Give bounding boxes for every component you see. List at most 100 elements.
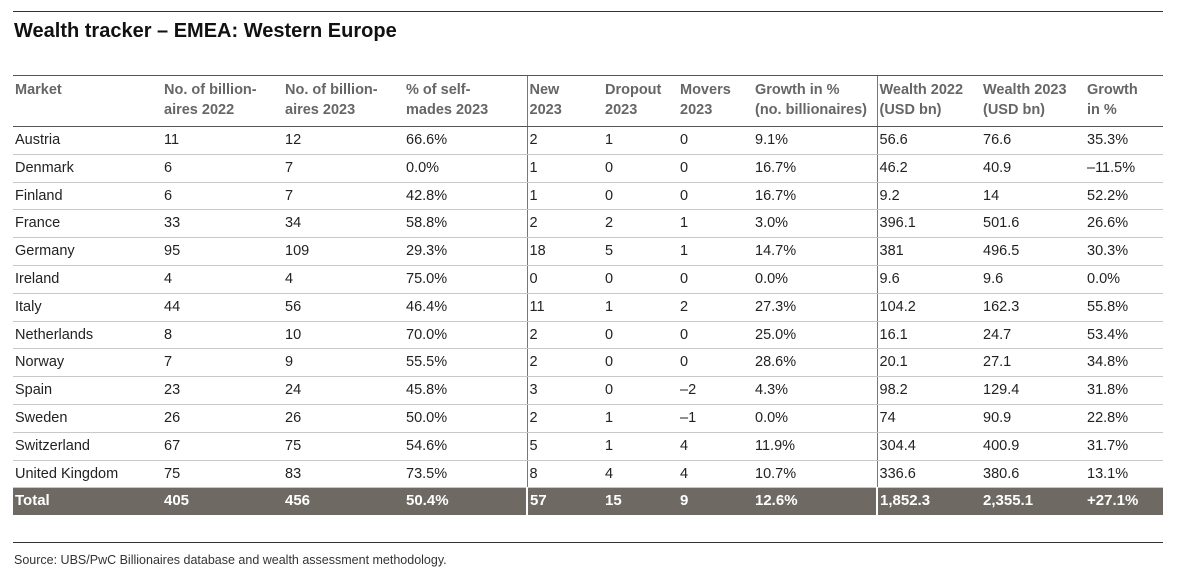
- col-header-growth-wealth: Growth in %: [1085, 75, 1163, 127]
- cell-dropout: 1: [603, 293, 678, 322]
- cell-billionaires-2022: 11: [162, 126, 283, 155]
- cell-billionaires-2022: 75: [162, 460, 283, 489]
- cell-wealth-2022: 381: [876, 237, 981, 266]
- table-row: Spain 23 24 45.8% 3 0 –2 4.3% 98.2 129.4 31.8%: [13, 376, 1163, 405]
- header-row: Market No. of billion-aires 2022 No. of …: [13, 75, 1163, 127]
- cell-growth-count: 3.0%: [753, 209, 877, 239]
- cell-growth-count: 27.3%: [753, 293, 877, 322]
- cell-growth-count: 10.7%: [753, 460, 877, 489]
- cell-billionaires-2023: 109: [283, 237, 404, 266]
- cell-billionaires-2023: 56: [283, 293, 404, 322]
- table-row: Netherlands 8 10 70.0% 2 0 0 25.0% 16.1 24.7 53.4%: [13, 321, 1163, 350]
- cell-dropout: 2: [603, 209, 678, 239]
- cell-new: 2: [526, 348, 603, 378]
- cell-new: 0: [526, 265, 603, 294]
- col-header-wealth-2022: Wealth 2022 (USD bn): [876, 75, 981, 127]
- col-header-billionaires-2022: No. of billion-aires 2022: [162, 75, 283, 127]
- col-header-dropout: Dropout 2023: [603, 75, 678, 127]
- cell-dropout: 0: [603, 154, 678, 183]
- cell-billionaires-2023: 34: [283, 209, 404, 239]
- table-row: Ireland 4 4 75.0% 0 0 0 0.0% 9.6 9.6 0.0%: [13, 265, 1163, 294]
- cell-growth-wealth: 35.3%: [1085, 126, 1163, 155]
- cell-self-mades: 45.8%: [404, 376, 527, 405]
- cell-wealth-2023: 380.6: [981, 460, 1085, 489]
- cell-dropout: 5: [603, 237, 678, 266]
- cell-market: Ireland: [13, 265, 162, 294]
- cell-billionaires-2023: 26: [283, 404, 404, 433]
- cell-new: 3: [526, 376, 603, 405]
- cell-dropout: 1: [603, 432, 678, 461]
- cell-wealth-2023: 501.6: [981, 209, 1085, 239]
- cell-market: United Kingdom: [13, 460, 162, 489]
- cell-movers: 0: [678, 126, 753, 155]
- cell-wealth-2023: 90.9: [981, 404, 1085, 433]
- cell-wealth-2022: 9.2: [876, 182, 981, 211]
- cell-new: 2: [526, 209, 603, 239]
- cell-billionaires-2022: 67: [162, 432, 283, 461]
- cell-wealth-2023: 27.1: [981, 348, 1085, 378]
- cell-wealth-2023: 162.3: [981, 293, 1085, 322]
- cell-growth-wealth: 53.4%: [1085, 321, 1163, 350]
- cell-billionaires-2022: 8: [162, 321, 283, 350]
- cell-growth-count: 16.7%: [753, 154, 877, 183]
- cell-new: 8: [526, 460, 603, 489]
- cell-growth-count: 9.1%: [753, 126, 877, 155]
- cell-wealth-2023: 129.4: [981, 376, 1085, 405]
- cell-wealth-2023: 14: [981, 182, 1085, 211]
- cell-self-mades: 58.8%: [404, 209, 527, 239]
- page-title: Wealth tracker – EMEA: Western Europe: [14, 20, 397, 42]
- cell-billionaires-2023: 9: [283, 348, 404, 378]
- cell-movers: 4: [678, 460, 753, 489]
- cell-growth-wealth: 55.8%: [1085, 293, 1163, 322]
- cell-movers: 4: [678, 432, 753, 461]
- table-row: Finland 6 7 42.8% 1 0 0 16.7% 9.2 14 52.2%: [13, 182, 1163, 211]
- cell-market: Germany: [13, 237, 162, 266]
- cell-self-mades: 50.4%: [404, 487, 527, 516]
- cell-growth-count: 28.6%: [753, 348, 877, 378]
- cell-self-mades: 75.0%: [404, 265, 527, 294]
- cell-movers: 0: [678, 321, 753, 350]
- cell-self-mades: 0.0%: [404, 154, 527, 183]
- cell-market: Sweden: [13, 404, 162, 433]
- cell-billionaires-2022: 23: [162, 376, 283, 405]
- cell-market: Netherlands: [13, 321, 162, 350]
- cell-billionaires-2023: 83: [283, 460, 404, 489]
- cell-billionaires-2022: 6: [162, 182, 283, 211]
- col-header-billionaires-2023: No. of billion-aires 2023: [283, 75, 404, 127]
- cell-dropout: 1: [603, 126, 678, 155]
- cell-wealth-2022: 9.6: [876, 265, 981, 294]
- cell-growth-wealth: 13.1%: [1085, 460, 1163, 489]
- cell-billionaires-2023: 24: [283, 376, 404, 405]
- cell-billionaires-2023: 7: [283, 182, 404, 211]
- total-row: Total 405 456 50.4% 57 15 9 12.6% 1,852.3 2,355.1…: [13, 487, 1163, 516]
- cell-wealth-2023: 400.9: [981, 432, 1085, 461]
- cell-wealth-2022: 104.2: [876, 293, 981, 322]
- cell-wealth-2022: 98.2: [876, 376, 981, 405]
- cell-growth-count: 0.0%: [753, 265, 877, 294]
- cell-movers: 0: [678, 182, 753, 211]
- cell-wealth-2022: 304.4: [876, 432, 981, 461]
- table-row: Denmark 6 7 0.0% 1 0 0 16.7% 46.2 40.9 –11.5%: [13, 154, 1163, 183]
- cell-self-mades: 55.5%: [404, 348, 527, 378]
- cell-growth-wealth: –11.5%: [1085, 154, 1163, 183]
- cell-new: 2: [526, 126, 603, 155]
- cell-wealth-2022: 46.2: [876, 154, 981, 183]
- col-header-growth-count: Growth in % (no. billionaires): [753, 75, 877, 127]
- cell-growth-count: 0.0%: [753, 404, 877, 433]
- table-row: France 33 34 58.8% 2 2 1 3.0% 396.1 501.6 26.6%: [13, 209, 1163, 239]
- cell-self-mades: 54.6%: [404, 432, 527, 461]
- col-header-wealth-2023: Wealth 2023 (USD bn): [981, 75, 1085, 127]
- top-rule: [13, 11, 1163, 12]
- cell-billionaires-2022: 44: [162, 293, 283, 322]
- table-row: United Kingdom 75 83 73.5% 8 4 4 10.7% 336.6 380.…: [13, 460, 1163, 489]
- cell-growth-wealth: 22.8%: [1085, 404, 1163, 433]
- cell-movers: 1: [678, 237, 753, 266]
- cell-dropout: 1: [603, 404, 678, 433]
- cell-growth-wealth: 52.2%: [1085, 182, 1163, 211]
- cell-self-mades: 29.3%: [404, 237, 527, 266]
- cell-wealth-2022: 396.1: [876, 209, 981, 239]
- cell-billionaires-2023: 12: [283, 126, 404, 155]
- cell-movers: 9: [678, 487, 753, 516]
- cell-market: Total: [13, 487, 162, 516]
- col-header-market: Market: [13, 75, 162, 127]
